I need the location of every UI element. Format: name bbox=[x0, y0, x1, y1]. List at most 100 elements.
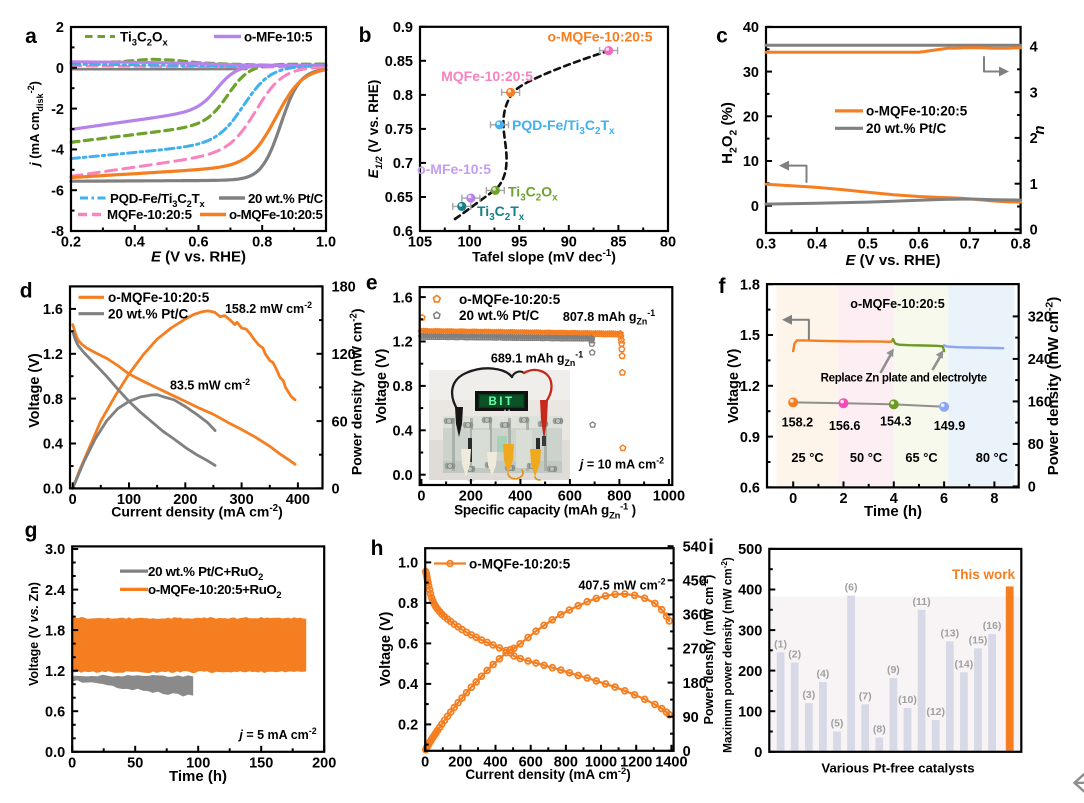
svg-text:This work: This work bbox=[952, 567, 1016, 582]
svg-text:105: 105 bbox=[408, 235, 432, 251]
svg-text:25 °C: 25 °C bbox=[791, 450, 823, 465]
svg-text:90: 90 bbox=[561, 235, 577, 251]
svg-text:40: 40 bbox=[743, 20, 759, 36]
svg-text:j (mA cmdisk-2): j (mA cmdisk-2) bbox=[26, 81, 45, 168]
svg-text:(2): (2) bbox=[788, 649, 801, 661]
svg-text:0.6: 0.6 bbox=[393, 224, 413, 240]
svg-text:2: 2 bbox=[839, 491, 847, 507]
svg-text:(5): (5) bbox=[831, 718, 844, 730]
svg-text:600: 600 bbox=[558, 489, 582, 505]
svg-text:180: 180 bbox=[683, 676, 707, 692]
svg-text:3: 3 bbox=[1030, 85, 1038, 101]
svg-text:540: 540 bbox=[683, 539, 707, 555]
svg-text:1.0: 1.0 bbox=[398, 556, 418, 572]
svg-text:50 °C: 50 °C bbox=[850, 450, 882, 465]
svg-text:Maximum power density (mW cm-2: Maximum power density (mW cm-2) bbox=[720, 557, 734, 753]
svg-text:o-MQFe-10:20:5: o-MQFe-10:20:5 bbox=[850, 297, 944, 311]
svg-text:n: n bbox=[1031, 125, 1048, 134]
svg-text:200: 200 bbox=[738, 664, 762, 680]
svg-text:Power density (mW cm-2): Power density (mW cm-2) bbox=[1043, 297, 1062, 476]
svg-text:(3): (3) bbox=[802, 689, 815, 701]
svg-text:Tafel slope (mV dec-1): Tafel slope (mV dec-1) bbox=[472, 248, 616, 264]
svg-text:85: 85 bbox=[610, 235, 626, 251]
svg-text:160: 160 bbox=[1028, 395, 1052, 411]
svg-text:Replace Zn plate and electroly: Replace Zn plate and electrolyte bbox=[821, 373, 987, 385]
svg-text:0.8: 0.8 bbox=[1011, 237, 1031, 253]
svg-text:(1): (1) bbox=[774, 638, 787, 650]
svg-text:BIT: BIT bbox=[488, 396, 514, 408]
svg-text:Current density (mA cm-2): Current density (mA cm-2) bbox=[465, 765, 630, 782]
svg-text:0.65: 0.65 bbox=[385, 190, 413, 206]
svg-text:o-MQFe-10:20:5: o-MQFe-10:20:5 bbox=[459, 292, 561, 307]
svg-text:0.4: 0.4 bbox=[393, 424, 413, 440]
svg-text:0: 0 bbox=[1030, 223, 1038, 239]
svg-text:0.6: 0.6 bbox=[45, 704, 65, 720]
svg-text:0.8: 0.8 bbox=[43, 392, 63, 408]
svg-text:1.2: 1.2 bbox=[740, 379, 760, 395]
svg-text:800: 800 bbox=[607, 489, 631, 505]
svg-text:80 °C: 80 °C bbox=[976, 450, 1008, 465]
svg-text:o-MQFe-10:20:5: o-MQFe-10:20:5 bbox=[469, 557, 571, 572]
svg-text:0: 0 bbox=[56, 61, 64, 77]
svg-text:0.85: 0.85 bbox=[385, 54, 413, 70]
svg-text:(8): (8) bbox=[873, 724, 886, 736]
svg-text:20: 20 bbox=[743, 110, 759, 126]
svg-text:Time (h): Time (h) bbox=[864, 503, 922, 520]
svg-text:o-MFe-10:5: o-MFe-10:5 bbox=[417, 161, 491, 177]
svg-text:400: 400 bbox=[483, 754, 507, 770]
svg-text:Power density (mW cm-2): Power density (mW cm-2) bbox=[348, 308, 364, 475]
svg-text:Various Pt-free catalysts: Various Pt-free catalysts bbox=[821, 761, 974, 776]
svg-text:600: 600 bbox=[519, 754, 543, 770]
svg-text:400: 400 bbox=[286, 492, 310, 508]
svg-text:i: i bbox=[708, 536, 714, 559]
svg-text:65 °C: 65 °C bbox=[905, 450, 937, 465]
svg-text:100: 100 bbox=[738, 704, 762, 720]
svg-text:Ti3C2Ox: Ti3C2Ox bbox=[508, 184, 558, 204]
svg-text:o-MQFe-10:20:5: o-MQFe-10:20:5 bbox=[108, 290, 210, 305]
svg-text:0.8: 0.8 bbox=[393, 379, 413, 395]
svg-text:(15): (15) bbox=[969, 634, 988, 646]
svg-text:0: 0 bbox=[1028, 480, 1036, 496]
svg-text:0.8: 0.8 bbox=[252, 235, 272, 251]
svg-text:6: 6 bbox=[940, 491, 948, 507]
svg-text:(6): (6) bbox=[845, 582, 858, 594]
svg-text:360: 360 bbox=[683, 608, 707, 624]
svg-text:90: 90 bbox=[683, 710, 699, 726]
svg-text:30: 30 bbox=[743, 65, 759, 81]
svg-text:Voltage (V): Voltage (V) bbox=[726, 349, 742, 424]
svg-text:407.5 mW cm-2: 407.5 mW cm-2 bbox=[578, 577, 665, 593]
svg-text:H2O2 (%): H2O2 (%) bbox=[719, 102, 740, 164]
svg-text:Voltage (V vs. Zn): Voltage (V vs. Zn) bbox=[27, 582, 41, 686]
svg-text:4: 4 bbox=[890, 491, 898, 507]
svg-text:d: d bbox=[20, 280, 33, 303]
svg-text:E (V vs. RHE): E (V vs. RHE) bbox=[151, 249, 246, 266]
svg-text:158.2 mW cm-2: 158.2 mW cm-2 bbox=[225, 300, 312, 316]
svg-text:3.0: 3.0 bbox=[45, 542, 65, 558]
svg-text:0.0: 0.0 bbox=[393, 468, 413, 484]
svg-text:200: 200 bbox=[173, 492, 197, 508]
svg-text:0: 0 bbox=[417, 489, 425, 505]
svg-text:o-MQFe-10:20:5: o-MQFe-10:20:5 bbox=[866, 104, 968, 119]
svg-text:1.5: 1.5 bbox=[740, 328, 760, 344]
svg-text:(14): (14) bbox=[955, 658, 974, 670]
svg-text:20 wt.% Pt/C+RuO2: 20 wt.% Pt/C+RuO2 bbox=[148, 564, 263, 582]
svg-text:2.4: 2.4 bbox=[45, 583, 65, 599]
svg-text:200: 200 bbox=[459, 489, 483, 505]
svg-text:500: 500 bbox=[738, 542, 762, 558]
svg-text:a: a bbox=[25, 25, 37, 48]
svg-text:1.2: 1.2 bbox=[43, 347, 63, 363]
svg-text:Ti3C2Tx: Ti3C2Tx bbox=[477, 203, 525, 223]
svg-text:120: 120 bbox=[332, 347, 356, 363]
svg-text:0.8: 0.8 bbox=[398, 596, 418, 612]
svg-text:f: f bbox=[719, 275, 727, 298]
svg-text:Specific capacity (mAh gZn-1 ): Specific capacity (mAh gZn-1 ) bbox=[454, 500, 636, 520]
svg-text:1.6: 1.6 bbox=[43, 302, 63, 318]
svg-text:1000: 1000 bbox=[585, 754, 617, 770]
svg-text:e: e bbox=[366, 272, 378, 295]
svg-text:0.7: 0.7 bbox=[960, 237, 980, 253]
svg-text:o-MFe-10:5: o-MFe-10:5 bbox=[244, 30, 313, 45]
svg-text:0.0: 0.0 bbox=[43, 482, 63, 498]
svg-text:Power density (mW cm-2): Power density (mW cm-2) bbox=[700, 575, 716, 725]
svg-text:80: 80 bbox=[1028, 437, 1044, 453]
svg-text:400: 400 bbox=[508, 489, 532, 505]
